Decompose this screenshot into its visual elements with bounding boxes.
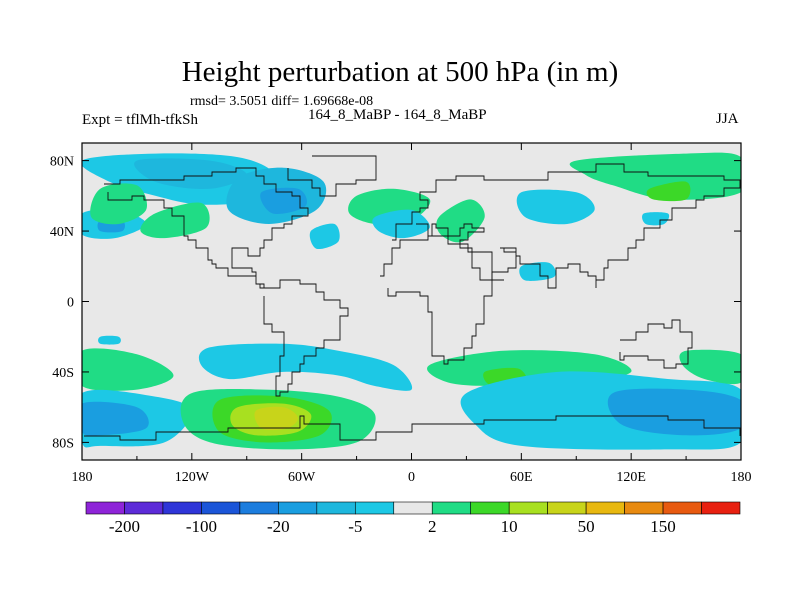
colorbar-label: -100	[186, 517, 217, 536]
colorbar-label: -20	[267, 517, 290, 536]
contour-blob-greenland-core	[260, 187, 308, 215]
colorbar-swatch	[278, 501, 318, 515]
contour-blob-arctic-west-b	[134, 158, 247, 190]
colorbar-label: -200	[109, 517, 140, 536]
contour-blob-south-center	[198, 343, 413, 391]
contour-blob-china	[519, 262, 556, 281]
contour-blob-pac-small	[642, 212, 670, 226]
x-tick-label: 180	[72, 470, 93, 485]
colorbar-swatch	[547, 501, 587, 515]
colorbar-swatch	[239, 501, 279, 515]
coastline-5	[619, 319, 693, 369]
stats-label: rmsd= 3.5051 diff= 1.69668e-08	[190, 94, 374, 109]
x-tick-label: 180	[731, 470, 752, 485]
colorbar-swatch	[162, 501, 202, 515]
colorbar-swatch	[701, 501, 741, 515]
x-tick-label: 120W	[175, 470, 210, 485]
contour-blob-south-w1	[82, 348, 174, 391]
colorbar-swatch	[393, 501, 433, 515]
coastline-3	[380, 235, 504, 365]
y-tick-label: 80S	[52, 436, 74, 451]
coastline-0	[104, 167, 309, 289]
y-tick-label: 80N	[50, 155, 74, 170]
colorbar-label: 50	[578, 517, 595, 536]
colorbar-swatch	[124, 501, 164, 515]
colorbar-label: -5	[348, 517, 362, 536]
x-tick-label: 0	[408, 470, 415, 485]
x-tick-label: 60E	[510, 470, 533, 485]
chart-title: Height perturbation at 500 hPa (in m)	[181, 56, 619, 88]
contour-blob-siberia	[516, 189, 595, 225]
colorbar-swatch	[354, 501, 395, 515]
contour-blob-south-w2-core	[82, 401, 149, 436]
colorbar-swatch	[624, 501, 664, 515]
season-label: JJA	[716, 111, 739, 127]
contour-blob-south-big-4	[254, 406, 299, 431]
colorbar-swatch	[508, 501, 548, 515]
colorbar-swatch	[662, 501, 702, 515]
x-tick-label: 120E	[616, 470, 646, 485]
x-tick-label: 60W	[288, 470, 316, 485]
experiment-label: Expt = tflMh-tfkSh	[82, 112, 198, 128]
contour-blob-eurasia-ne-core	[646, 181, 691, 202]
colorbar-swatch	[201, 501, 241, 515]
colorbar-swatch	[585, 501, 625, 515]
colorbar-swatch	[316, 501, 356, 515]
contour-blob-south-e3	[679, 349, 741, 385]
contour-blob-atl-sub	[309, 223, 340, 250]
contour-blob-pac-s-small	[98, 335, 121, 345]
contour-blob-atl-nw	[90, 183, 148, 225]
colorbar-label: 2	[428, 517, 437, 536]
colorbar-swatch	[85, 501, 125, 515]
contour-blob-south-e2-core	[607, 388, 741, 436]
coastline-6	[84, 415, 741, 441]
y-tick-label: 40S	[52, 366, 74, 381]
coastline-4	[392, 163, 741, 289]
coastline-2	[287, 155, 377, 197]
colorbar-swatch	[470, 501, 510, 515]
contour-blob-atl-mid	[140, 202, 210, 239]
coastline-1	[263, 279, 349, 397]
y-tick-label: 40N	[50, 225, 74, 240]
colorbar-label: 10	[501, 517, 518, 536]
y-tick-label: 0	[67, 296, 74, 311]
colorbar-label: 150	[650, 517, 676, 536]
colorbar-swatch	[431, 501, 472, 515]
case-label: 164_8_MaBP - 164_8_MaBP	[308, 107, 487, 123]
